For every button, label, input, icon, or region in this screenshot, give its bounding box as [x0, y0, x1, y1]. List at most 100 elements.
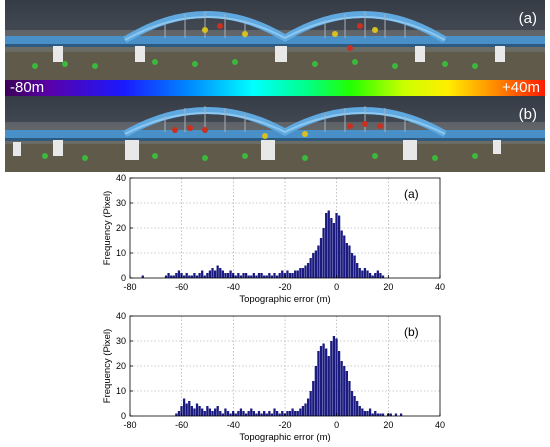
photo-label-a: (a): [518, 10, 537, 27]
histogram-bar: [332, 336, 336, 416]
photo-label-b: (b): [518, 106, 537, 123]
histogram-bar: [394, 413, 398, 416]
axes: -80 -60 -40 -20 0 20 40 0 10 20 30 40: [116, 311, 445, 430]
histogram-bar: [175, 273, 178, 278]
histogram-bar: [193, 408, 196, 416]
y-axis-label: Frequency (Pixel): [102, 329, 113, 403]
histogram-bar: [337, 351, 341, 416]
histogram-bar: [201, 270, 204, 278]
histogram-bar: [252, 273, 255, 278]
histogram-bar: [353, 255, 356, 278]
x-tick-label: -80: [123, 420, 136, 430]
histogram-bar: [182, 275, 186, 278]
histogram-bar: [175, 413, 178, 416]
histogram-bar: [379, 273, 382, 278]
histogram-bar: [213, 408, 217, 416]
histogram-bar: [348, 245, 351, 278]
histogram-bar: [309, 258, 312, 278]
histogram-bar: [304, 403, 307, 416]
histogram-bar: [299, 408, 302, 416]
y-tick-label: 0: [121, 411, 126, 421]
histogram-bar: [309, 391, 312, 416]
histogram-bar: [255, 275, 258, 278]
histogram-bar: [242, 273, 245, 278]
histogram-bar: [299, 268, 302, 278]
histogram-bar: [317, 351, 320, 416]
histogram-bar: [286, 411, 289, 416]
y-tick-label: 20: [116, 361, 126, 371]
histogram-bar: [340, 230, 343, 278]
histogram-bar: [268, 411, 271, 416]
histogram-bar: [234, 275, 237, 278]
histogram-bar: [356, 263, 359, 278]
x-tick-label: -60: [175, 282, 188, 292]
y-tick-label: 30: [116, 198, 126, 208]
histogram-bar: [221, 270, 224, 278]
histogram-bar: [177, 270, 181, 278]
histogram-bar: [301, 406, 305, 416]
histogram-bar: [250, 275, 253, 278]
histogram-bar: [325, 213, 328, 278]
histogram-bar: [399, 413, 403, 416]
histogram-bar: [368, 408, 372, 416]
histogram-bar: [237, 411, 240, 416]
histogram-bar: [260, 273, 263, 278]
histogram-bar: [263, 275, 266, 278]
histogram-bar: [188, 401, 191, 416]
histogram-bar: [167, 273, 170, 278]
histogram-bar: [270, 275, 274, 278]
histogram-b: -80 -60 -40 -20 0 20 40 0 10 20 30 40 (b) Topograph…: [102, 311, 445, 443]
histogram-bar: [319, 346, 323, 416]
histogram-bar: [226, 273, 230, 278]
histogram-bar: [296, 270, 299, 278]
histogram-bar: [278, 273, 281, 278]
y-tick-label: 20: [116, 223, 126, 233]
histogram-bar: [224, 408, 227, 416]
histogram-bar: [273, 273, 276, 278]
histogram-bar: [224, 273, 227, 278]
histogram-bar: [229, 270, 232, 278]
histogram-bar: [206, 406, 209, 416]
y-tick-label: 40: [116, 173, 126, 183]
histogram-bar: [182, 398, 186, 416]
histogram-bar: [361, 408, 364, 416]
x-tick-label: -40: [227, 282, 240, 292]
histogram-bar: [317, 245, 320, 278]
histogram-bar: [239, 408, 243, 416]
histogram-bar: [376, 270, 379, 278]
bridge-illustration-a: [5, 0, 545, 80]
histogram-bar: [374, 273, 377, 278]
histogram-bar: [319, 238, 323, 278]
histogram-bar: [381, 413, 385, 416]
histogram-bar: [330, 218, 333, 278]
histogram-bar: [350, 391, 354, 416]
histogram-bar: [226, 411, 230, 416]
histogram-bar: [190, 275, 193, 278]
histogram-bar: [363, 411, 367, 416]
histogram-bar: [211, 411, 214, 416]
histogram-bar: [381, 275, 385, 278]
histogram-bar: [294, 411, 297, 416]
histogram-bar: [356, 401, 359, 416]
colorbar-min-label: -80m: [10, 79, 45, 96]
histogram-bar: [389, 413, 392, 416]
histogram-bar: [190, 406, 193, 416]
histogram-bar: [244, 273, 248, 278]
elevation-colorbar: -80m +40m: [5, 79, 545, 96]
x-axis-label: Topographic error (m): [239, 432, 330, 443]
histogram-bar: [188, 275, 191, 278]
histogram-bar: [203, 411, 206, 416]
x-tick-label: -60: [175, 420, 188, 430]
histogram-bar: [237, 273, 240, 278]
histogram-bar: [198, 406, 201, 416]
histogram-bar: [278, 413, 281, 416]
bridge-photo-a: (a): [5, 0, 545, 80]
histogram-bar: [203, 275, 206, 278]
histogram-bar: [252, 411, 255, 416]
histogram-bar: [371, 413, 374, 416]
histogram-bar: [247, 275, 250, 278]
colorbar-max-label: +40m: [502, 79, 540, 96]
histogram-bar: [177, 411, 181, 416]
histogram-bar: [195, 403, 199, 416]
histogram-bar: [306, 398, 310, 416]
